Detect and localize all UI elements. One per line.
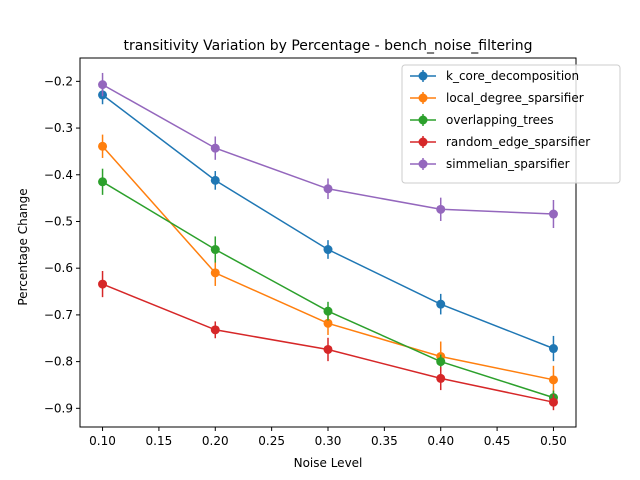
x-axis: 0.10 0.15 0.20 0.25 0.30 0.35 0.40 0.45 0.50 bbox=[89, 427, 567, 448]
data-point bbox=[98, 279, 108, 289]
data-point bbox=[436, 299, 446, 309]
y-axis: −0.2 −0.3 −0.4 −0.5 −0.6 −0.7 −0.8 −0.9 bbox=[44, 74, 80, 415]
legend-label: k_core_decomposition bbox=[446, 69, 579, 83]
x-tick-label: 0.10 bbox=[89, 434, 116, 448]
legend-label: overlapping_trees bbox=[446, 113, 554, 127]
data-point bbox=[323, 318, 333, 328]
y-tick-label: −0.4 bbox=[44, 168, 73, 182]
series-local_degree_sparsifier bbox=[98, 134, 558, 394]
series-random_edge_sparsifier bbox=[98, 270, 558, 411]
y-tick-label: −0.5 bbox=[44, 214, 73, 228]
series-simmelian_sparsifier bbox=[98, 72, 558, 229]
chart-title: transitivity Variation by Percentage - b… bbox=[124, 38, 533, 54]
data-point bbox=[548, 375, 558, 385]
x-tick-label: 0.20 bbox=[202, 434, 229, 448]
legend-entry: overlapping_trees bbox=[410, 113, 554, 127]
data-point bbox=[323, 245, 333, 255]
legend-label: local_degree_sparsifier bbox=[446, 91, 584, 105]
y-tick-label: −0.3 bbox=[44, 121, 73, 135]
legend-swatch-marker bbox=[418, 71, 428, 81]
data-point bbox=[436, 204, 446, 214]
legend-entry: random_edge_sparsifier bbox=[410, 135, 590, 149]
x-tick-label: 0.25 bbox=[258, 434, 285, 448]
data-point bbox=[210, 325, 220, 335]
data-point bbox=[323, 306, 333, 316]
data-point bbox=[548, 397, 558, 407]
y-tick-label: −0.2 bbox=[44, 74, 73, 88]
x-tick-label: 0.30 bbox=[315, 434, 342, 448]
legend-swatch-marker bbox=[418, 115, 428, 125]
x-tick-label: 0.50 bbox=[540, 434, 567, 448]
data-point bbox=[436, 373, 446, 383]
series-layer bbox=[98, 72, 558, 411]
y-tick-label: −0.9 bbox=[44, 401, 73, 415]
data-point bbox=[548, 344, 558, 354]
data-point bbox=[210, 143, 220, 153]
data-point bbox=[98, 177, 108, 187]
legend-swatch-marker bbox=[418, 93, 428, 103]
x-tick-label: 0.40 bbox=[427, 434, 454, 448]
y-tick-label: −0.7 bbox=[44, 308, 73, 322]
data-point bbox=[98, 80, 108, 90]
x-tick-label: 0.15 bbox=[146, 434, 173, 448]
data-point bbox=[210, 245, 220, 255]
y-axis-label: Percentage Change bbox=[16, 188, 30, 305]
x-tick-label: 0.35 bbox=[371, 434, 398, 448]
data-point bbox=[548, 209, 558, 219]
legend-frame bbox=[401, 64, 621, 184]
y-tick-label: −0.8 bbox=[44, 355, 73, 369]
data-point bbox=[323, 344, 333, 354]
legend-label: simmelian_sparsifier bbox=[446, 157, 570, 171]
legend-swatch-marker bbox=[418, 137, 428, 147]
data-point bbox=[436, 357, 446, 367]
legend-entry: local_degree_sparsifier bbox=[410, 91, 584, 105]
y-tick-label: −0.6 bbox=[44, 261, 73, 275]
data-point bbox=[210, 175, 220, 185]
data-point bbox=[98, 141, 108, 151]
series-k_core_decomposition bbox=[98, 85, 558, 362]
data-point bbox=[323, 184, 333, 194]
legend-swatch-marker bbox=[418, 159, 428, 169]
series-overlapping_trees bbox=[98, 168, 558, 405]
x-axis-label: Noise Level bbox=[294, 456, 363, 470]
data-point bbox=[210, 268, 220, 278]
legend-entry: k_core_decomposition bbox=[410, 69, 579, 83]
legend-label: random_edge_sparsifier bbox=[446, 135, 590, 149]
legend: k_core_decomposition local_degree_sparsif… bbox=[401, 64, 621, 184]
legend-entry: simmelian_sparsifier bbox=[410, 157, 570, 171]
x-tick-label: 0.45 bbox=[484, 434, 511, 448]
